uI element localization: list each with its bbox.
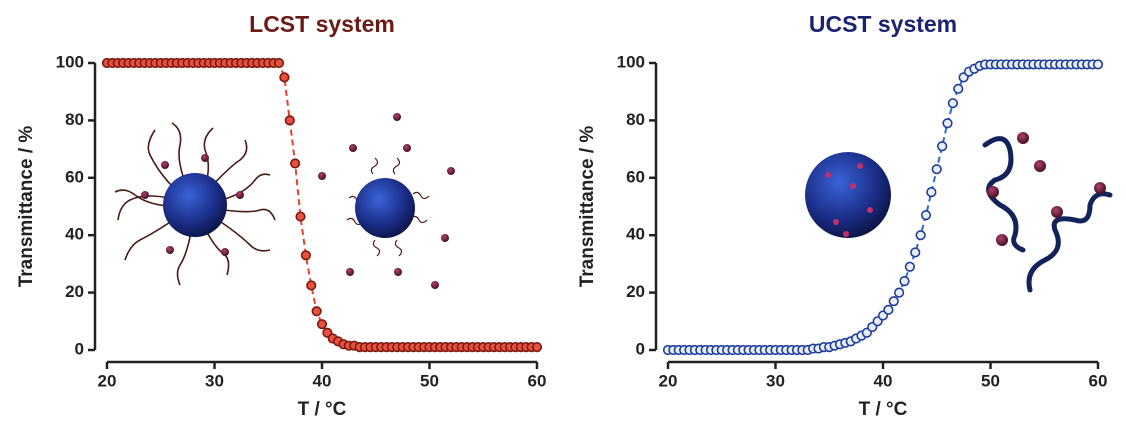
x-tick-label: 40 [313, 371, 332, 390]
data-point [937, 141, 948, 152]
data-point [899, 276, 910, 287]
data-point [931, 164, 942, 175]
data-point [1092, 59, 1104, 70]
dissolved-chains [982, 136, 1113, 293]
data-point [920, 210, 932, 221]
x-axis-label: T / °C [298, 399, 347, 420]
y-axis-label: Transmittance / % [577, 126, 598, 288]
y-tick-label: 100 [56, 52, 84, 71]
y-tick-label: 0 [636, 339, 645, 358]
y-tick-label: 20 [626, 282, 645, 301]
data-point [894, 287, 905, 298]
y-tick-label: 20 [65, 282, 84, 301]
y-tick-label: 40 [626, 225, 645, 244]
y-tick-label: 0 [75, 339, 84, 358]
data-point [942, 118, 953, 129]
x-tick-label: 60 [1089, 371, 1108, 390]
data-point [316, 319, 328, 330]
data-point [926, 187, 937, 198]
y-tick-label: 60 [626, 167, 645, 186]
free-molecules [987, 132, 1106, 246]
x-tick-label: 20 [659, 371, 678, 390]
x-tick-label: 60 [528, 371, 547, 390]
data-point [273, 57, 285, 69]
data-point [311, 306, 322, 317]
nanoparticle [805, 152, 891, 238]
data-point [915, 230, 926, 241]
x-tick-label: 50 [420, 371, 439, 390]
y-axis-label: Transmittance / % [16, 126, 37, 288]
data-point [279, 72, 290, 83]
x-tick-label: 40 [874, 371, 893, 390]
data-point [910, 247, 921, 258]
surface-dots [825, 163, 873, 237]
data-point [284, 115, 295, 126]
data-point [947, 98, 958, 109]
x-axis-label: T / °C [859, 399, 908, 420]
data-point [904, 261, 915, 272]
nanoparticle [163, 173, 227, 237]
free-molecules [141, 113, 455, 289]
chart-title: LCST system [249, 11, 395, 37]
y-tick-label: 80 [626, 110, 645, 129]
chart-title: UCST system [809, 11, 957, 37]
data-point [953, 83, 964, 94]
data-point [883, 304, 894, 315]
data-point [290, 158, 301, 169]
series [101, 57, 543, 353]
x-tick-label: 30 [205, 371, 224, 390]
x-tick-label: 50 [981, 371, 1000, 390]
nanoparticle [355, 178, 415, 238]
x-tick-label: 20 [98, 371, 117, 390]
data-point [295, 211, 306, 222]
x-tick-label: 30 [766, 371, 785, 390]
data-point [306, 280, 317, 291]
y-tick-label: 60 [65, 167, 84, 186]
data-point [531, 342, 543, 353]
y-tick-label: 40 [65, 225, 84, 244]
data-point [888, 296, 899, 307]
series [662, 59, 1104, 356]
y-tick-label: 100 [617, 52, 645, 71]
y-tick-label: 80 [65, 110, 84, 129]
data-point [300, 250, 311, 261]
